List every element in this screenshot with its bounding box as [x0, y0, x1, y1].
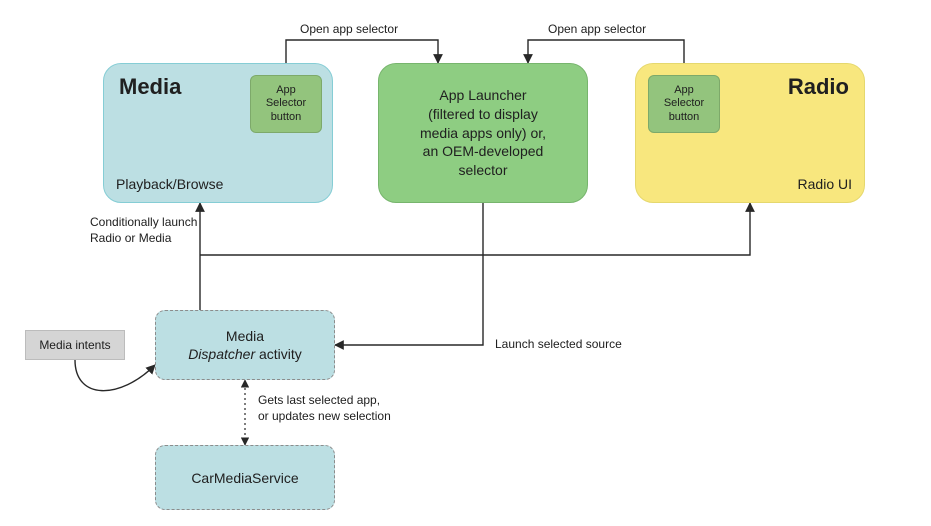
node-radio-title: Radio: [788, 74, 849, 100]
radio-app-selector-button-label: App Selector button: [664, 84, 704, 124]
label-gets-last: Gets last selected app, or updates new s…: [258, 393, 391, 424]
media-app-selector-button-label: App Selector button: [266, 84, 306, 124]
edge-intents-to-dispatcher: [75, 360, 155, 391]
node-media-intents-label: Media intents: [39, 338, 110, 352]
node-dispatcher: Media Dispatcher activity: [155, 310, 335, 380]
node-media-intents: Media intents: [25, 330, 125, 360]
label-open-left: Open app selector: [300, 22, 398, 36]
node-launcher: App Launcher (filtered to display media …: [378, 63, 588, 203]
label-open-right: Open app selector: [548, 22, 646, 36]
media-app-selector-button[interactable]: App Selector button: [250, 75, 322, 133]
label-launch-selected: Launch selected source: [495, 337, 622, 351]
node-carmediaservice-label: CarMediaService: [191, 470, 298, 486]
label-cond-launch: Conditionally launch Radio or Media: [90, 215, 197, 246]
node-media-subtitle: Playback/Browse: [116, 176, 223, 192]
node-media-title: Media: [119, 74, 181, 100]
node-launcher-text: App Launcher (filtered to display media …: [420, 86, 546, 180]
edge-launcher-to-dispatcher: [335, 203, 483, 345]
node-carmediaservice: CarMediaService: [155, 445, 335, 510]
node-radio-subtitle: Radio UI: [798, 176, 852, 192]
edge-dispatcher-to-radio: [200, 203, 750, 255]
radio-app-selector-button[interactable]: App Selector button: [648, 75, 720, 133]
node-dispatcher-text: Media Dispatcher activity: [188, 327, 302, 363]
